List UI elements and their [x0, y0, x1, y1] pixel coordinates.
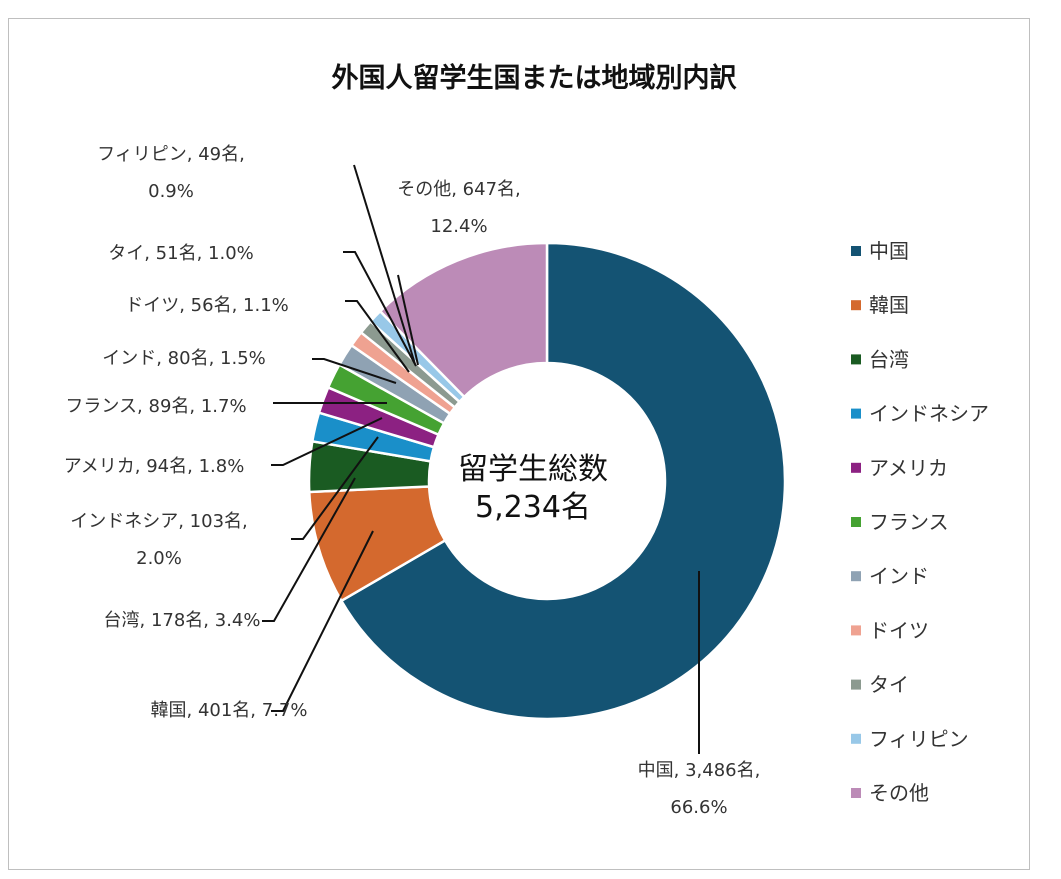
data-label-1-line-2: 66.6% [670, 797, 727, 818]
legend-label-10: フィリピン [869, 727, 969, 751]
data-label-10-line-1: フィリピン, 49名, [97, 144, 245, 165]
legend-swatch-11 [851, 788, 861, 798]
legend-label-2: 韓国 [869, 293, 909, 317]
legend-swatch-7 [851, 571, 861, 582]
data-label-4-line-2: 2.0% [136, 548, 182, 569]
data-label-5-line-1: アメリカ, 94名, 1.8% [64, 456, 245, 477]
legend-label-9: タイ [869, 673, 909, 697]
legend-label-6: フランス [869, 510, 949, 534]
legend-label-1: 中国 [869, 239, 909, 263]
slice-11 [378, 241, 549, 399]
center-label-line-2: 5,234名 [475, 490, 591, 525]
legend-swatch-3 [851, 354, 861, 365]
leader-line-10 [353, 164, 416, 365]
leader-line-7 [312, 358, 397, 384]
data-label-7-line-1: インド, 80名, 1.5% [102, 348, 266, 369]
legend-label-11: その他 [869, 781, 929, 805]
legend-swatch-8 [851, 625, 861, 636]
legend-label-8: ドイツ [869, 618, 929, 642]
chart-title: 外国人留学生国または地域別内訳 [332, 62, 738, 94]
chart-frame: 外国人留学生国または地域別内訳 留学生総数 5,234名 中国, 3,486名,… [8, 18, 1030, 870]
leader-line-3 [262, 477, 356, 622]
data-labels: 中国, 3,486名, 66.6% 韓国, 401名, 7.7% 台湾, 178名, … [64, 144, 761, 818]
center-label-line-1: 留学生総数 [458, 452, 608, 487]
data-label-4-line-1: インドネシア, 103名, [70, 511, 248, 532]
data-label-11-line-2: 12.4% [430, 216, 487, 237]
data-label-6-line-1: フランス, 89名, 1.7% [65, 396, 246, 417]
leader-line-2 [271, 530, 374, 712]
data-label-8-line-1: ドイツ, 56名, 1.1% [125, 295, 289, 316]
legend-label-3: 台湾 [869, 347, 909, 371]
legend-swatch-5 [851, 462, 861, 473]
data-label-3-line-1: 台湾, 178名, 3.4% [104, 610, 261, 631]
leader-line-9 [343, 251, 417, 367]
data-label-9-line-1: タイ, 51名, 1.0% [108, 243, 254, 264]
legend-swatch-2 [851, 300, 861, 311]
legend-swatch-9 [851, 679, 861, 690]
legend-swatch-1 [851, 246, 861, 256]
slice-1 [339, 241, 787, 721]
donut-chart: 外国人留学生国または地域別内訳 留学生総数 5,234名 中国, 3,486名,… [64, 62, 989, 818]
leader-line-5 [271, 417, 383, 466]
legend-label-5: アメリカ [869, 456, 948, 480]
legend-swatch-6 [851, 517, 861, 527]
slices-layer [307, 241, 787, 721]
leader-line-4 [291, 436, 379, 540]
data-label-2-line-1: 韓国, 401名, 7.7% [151, 700, 308, 721]
leader-line-11 [397, 274, 419, 366]
legend-swatch-4 [851, 408, 861, 419]
data-label-11-line-1: その他, 647名, [397, 179, 521, 200]
leader-line-8 [345, 300, 410, 373]
legend-swatch-10 [851, 733, 861, 744]
legend-label-4: インドネシア [869, 402, 989, 426]
data-label-10-line-2: 0.9% [148, 181, 194, 202]
leader-lines [262, 164, 700, 754]
legend-label-7: インド [869, 564, 929, 588]
data-label-1-line-1: 中国, 3,486名, [638, 760, 761, 781]
